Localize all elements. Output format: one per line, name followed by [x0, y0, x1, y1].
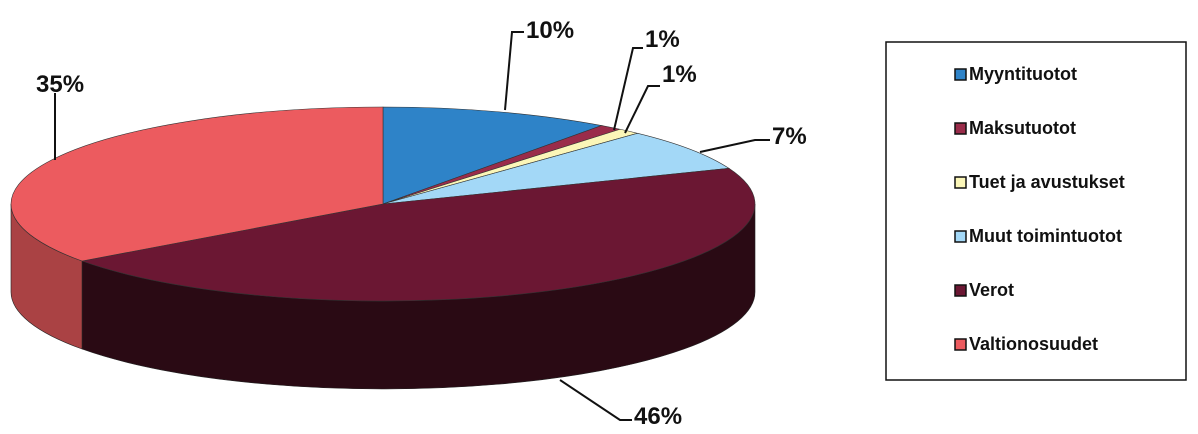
data-label-maksutuotot: 1% — [645, 26, 680, 53]
legend-swatch-0 — [954, 68, 967, 81]
data-label-valtionosuudet: 35% — [36, 71, 84, 98]
legend-frame — [885, 41, 1187, 381]
pie-top — [10, 106, 756, 302]
pie-data-labels: 10% 1% 1% 7% 46% 35% — [36, 17, 807, 430]
data-label-myyntituotot: 10% — [526, 17, 574, 44]
data-label-tuet-ja-avustukset: 1% — [662, 61, 697, 88]
pie-slice-valtionosuudet — [10, 106, 384, 262]
pie-slice-verot — [80, 167, 756, 302]
leader-line-2 — [624, 85, 660, 134]
legend-label-2: Tuet ja avustukset — [969, 172, 1125, 192]
legend-swatch-1 — [954, 122, 967, 135]
leader-line-3 — [699, 139, 770, 153]
legend-label-4: Verot — [969, 280, 1014, 300]
pie-slice-muut-toimintuotot — [382, 132, 730, 205]
leader-line-1 — [613, 47, 643, 131]
legend-swatch-2 — [954, 176, 967, 189]
pie-leader-lines — [54, 31, 770, 421]
legend-swatch-5 — [954, 338, 967, 351]
data-label-verot: 46% — [634, 403, 682, 430]
leader-line-0 — [504, 31, 524, 111]
legend-label-0: Myyntituotot — [969, 64, 1077, 84]
legend-swatch-4 — [954, 284, 967, 297]
legend: Myyntituotot Maksutuotot Tuet ja avustukse… — [885, 41, 1187, 381]
leader-line-4 — [559, 379, 632, 421]
legend-label-3: Muut toimintuotot — [969, 226, 1122, 246]
pie-slice-myyntituotot — [382, 106, 603, 205]
legend-swatch-3 — [954, 230, 967, 243]
data-label-muut-toimintuotot: 7% — [772, 123, 807, 150]
legend-label-5: Valtionosuudet — [969, 334, 1098, 354]
legend-items: Myyntituotot Maksutuotot Tuet ja avustukse… — [954, 64, 1125, 354]
legend-label-1: Maksutuotot — [969, 118, 1076, 138]
